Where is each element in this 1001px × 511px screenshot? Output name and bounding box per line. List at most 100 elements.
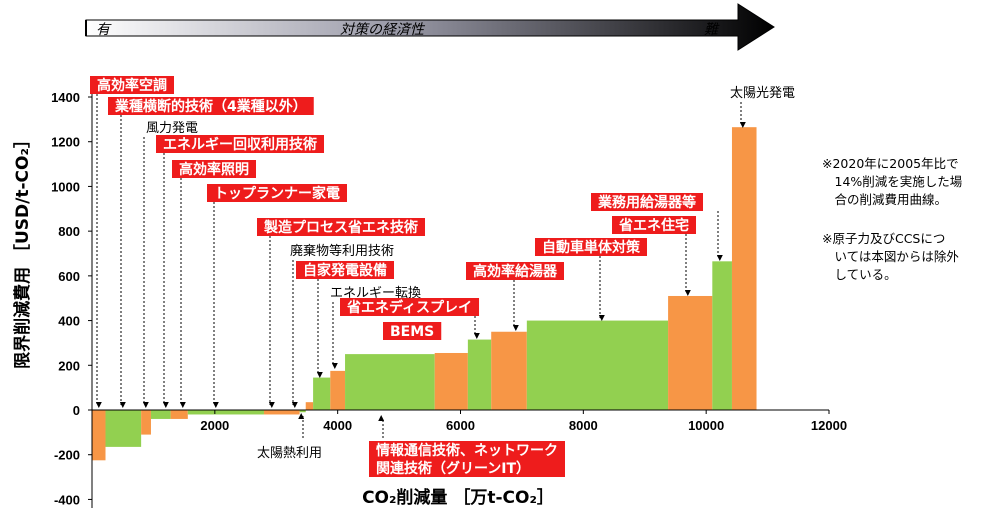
measure-label-box bbox=[296, 261, 394, 279]
note-1: ※2020年に2005年比で 14%削減を実施した場 合の削減費用曲線。 bbox=[822, 156, 963, 207]
measure-label-text: 太陽熱利用 bbox=[257, 446, 322, 461]
measure-label-box bbox=[90, 76, 174, 94]
measure-label-11: 省エネディスプレイ bbox=[340, 298, 480, 316]
economy-arrow: 有 対策の経済性 難 bbox=[85, 3, 775, 51]
bar-12 bbox=[345, 354, 435, 410]
measure-label-text: 高効率給湯器 bbox=[473, 263, 558, 280]
bar-14 bbox=[467, 339, 492, 410]
y-tick-label: 400 bbox=[58, 314, 80, 329]
note-2: ※原子力及びCCSにつ いては本図からは除外 している。 bbox=[822, 231, 959, 282]
measure-label-4: エネルギー回収利用技術 bbox=[156, 135, 324, 153]
bar-1 bbox=[92, 410, 106, 461]
measure-label-18: 太陽熱利用 bbox=[250, 443, 330, 461]
measure-label-3: 風力発電 bbox=[139, 118, 206, 136]
bar-11 bbox=[330, 370, 346, 410]
y-tick-label: 800 bbox=[58, 224, 80, 239]
bar-13 bbox=[434, 352, 468, 410]
bar-5 bbox=[170, 410, 188, 419]
measure-label-bg bbox=[283, 241, 402, 259]
bar-17 bbox=[668, 295, 713, 410]
measure-label-box bbox=[369, 441, 565, 477]
measure-label-13: 高効率給湯器 bbox=[466, 262, 564, 280]
measure-label-8: 廃棄物等利用技術 bbox=[283, 241, 402, 259]
y-tick-label: 200 bbox=[58, 358, 80, 373]
y-axis-label: 限界削減費用 ［USD/t-CO₂］ bbox=[12, 131, 33, 369]
measure-label-box bbox=[340, 298, 480, 316]
bar-7 bbox=[263, 410, 300, 415]
x-tick-label: 12000 bbox=[811, 418, 847, 433]
y-tick-label: 1400 bbox=[51, 90, 80, 105]
x-tick-label: 8000 bbox=[569, 418, 598, 433]
measure-label-17: 太陽光発電 bbox=[723, 83, 803, 101]
bar-group bbox=[92, 127, 757, 461]
arrow-center-label: 対策の経済性 bbox=[340, 22, 426, 38]
measure-label-text: 業種横断的技術（4業種以外） bbox=[114, 98, 307, 115]
measure-label-box bbox=[612, 216, 696, 234]
bar-6 bbox=[187, 410, 264, 415]
measure-label-text: トップランナー家電 bbox=[214, 185, 340, 202]
measure-label-box bbox=[591, 193, 703, 211]
measure-label-6: トップランナー家電 bbox=[207, 184, 347, 202]
measure-label-box bbox=[257, 218, 425, 236]
measure-label-text: 自動車単体対策 bbox=[542, 239, 641, 256]
measure-label-bg bbox=[323, 283, 429, 301]
x-tick-label: 2000 bbox=[200, 418, 229, 433]
measure-label-text: エネルギー回収利用技術 bbox=[163, 136, 317, 153]
bar-9 bbox=[305, 402, 314, 410]
y-tick-label: 0 bbox=[73, 403, 80, 418]
measure-label-14: 自動車単体対策 bbox=[535, 238, 647, 256]
measure-label-text: 太陽光発電 bbox=[730, 86, 795, 101]
x-tick-label: 10000 bbox=[688, 418, 724, 433]
measure-label-bg bbox=[723, 83, 803, 101]
bar-2 bbox=[105, 410, 142, 447]
measure-label-text: 業務用給湯器等 bbox=[597, 194, 696, 211]
measure-label-text: 省エネディスプレイ bbox=[346, 299, 472, 316]
measure-label-text: 風力発電 bbox=[146, 121, 198, 136]
measure-label-text: 製造プロセス省エネ技術 bbox=[263, 219, 418, 236]
measure-label-box bbox=[172, 160, 256, 178]
measure-label-7: 製造プロセス省エネ技術 bbox=[257, 218, 425, 236]
measure-label-text: エネルギー転換 bbox=[330, 286, 421, 301]
measure-label-text: 自家発電設備 bbox=[303, 262, 387, 279]
measure-label-box bbox=[207, 184, 347, 202]
bar-19 bbox=[731, 127, 757, 411]
measure-label-text: 関連技術（グリーンIT） bbox=[376, 460, 530, 477]
measure-label-text: 高効率空調 bbox=[97, 77, 167, 94]
measure-label-box bbox=[108, 97, 314, 115]
measure-label-text: 省エネ住宅 bbox=[618, 217, 689, 234]
measure-label-bg bbox=[139, 118, 206, 136]
measure-label-bg bbox=[250, 443, 330, 461]
measure-label-box bbox=[466, 262, 564, 280]
measure-label-box bbox=[383, 322, 442, 340]
arrow-right-label: 難 bbox=[704, 22, 720, 38]
economy-arrow-shape bbox=[85, 3, 775, 51]
measure-label-15: 省エネ住宅 bbox=[612, 216, 696, 234]
measure-label-box bbox=[535, 238, 647, 256]
measure-label-text: 廃棄物等利用技術 bbox=[290, 243, 394, 259]
bar-15 bbox=[491, 331, 527, 410]
measure-label-10: エネルギー転換 bbox=[323, 283, 429, 301]
y-tick-label: 600 bbox=[58, 269, 80, 284]
x-axis-label: CO₂削減量 ［万t-CO₂］ bbox=[362, 487, 554, 508]
bar-3 bbox=[141, 410, 151, 435]
measure-label-box bbox=[156, 135, 324, 153]
x-tick-label: 4000 bbox=[323, 418, 352, 433]
measure-label-2: 業種横断的技術（4業種以外） bbox=[108, 97, 314, 115]
measure-label-text: BEMS bbox=[390, 324, 434, 340]
arrow-left-label: 有 bbox=[96, 22, 112, 38]
y-tick-label: -200 bbox=[54, 448, 80, 463]
bar-8 bbox=[299, 410, 306, 413]
bar-10 bbox=[313, 377, 331, 410]
measure-label-16: 業務用給湯器等 bbox=[591, 193, 703, 211]
bar-18 bbox=[712, 261, 732, 410]
y-tick-label: -400 bbox=[54, 492, 80, 507]
measure-label-5: 高効率照明 bbox=[172, 160, 256, 178]
x-tick-label: 6000 bbox=[446, 418, 475, 433]
measure-label-text: 高効率照明 bbox=[179, 161, 249, 178]
measure-label-text: 情報通信技術、ネットワーク bbox=[376, 442, 558, 459]
measure-label-9: 自家発電設備 bbox=[296, 261, 394, 279]
